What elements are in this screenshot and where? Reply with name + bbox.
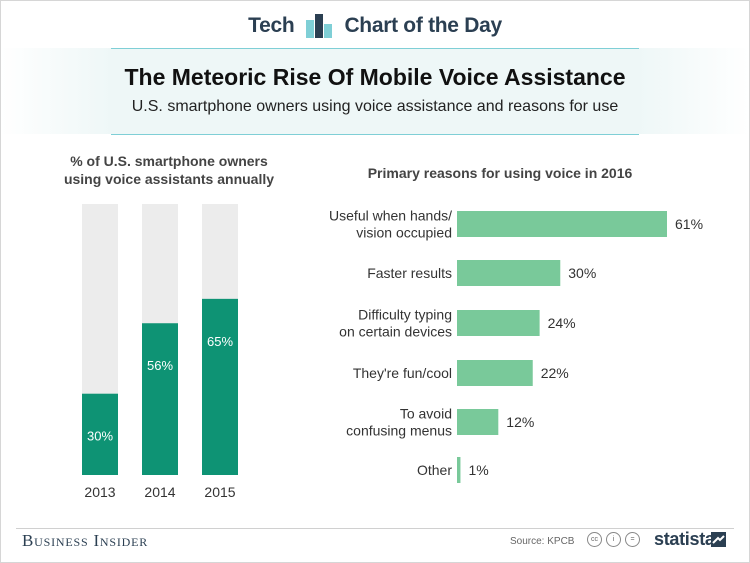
footer-divider [16, 528, 734, 529]
no-derivatives-icon: = [625, 532, 640, 547]
x-tick-label: 2013 [84, 484, 115, 500]
bar [457, 211, 667, 237]
right-bar-chart: 61% Useful when hands/vision occupied 30% F… [329, 208, 703, 483]
y-tick-label: confusing menus [346, 423, 452, 439]
chart-logo-icon [306, 14, 333, 38]
brand-tech-label: Tech [248, 14, 295, 37]
left-bar-chart: 30% 2013 56% 2014 65% 2015 [82, 204, 238, 500]
bar [82, 393, 118, 475]
top-divider [111, 48, 639, 49]
bar [457, 310, 540, 336]
y-tick-label: Faster results [367, 265, 452, 281]
chart-title: The Meteoric Rise Of Mobile Voice Assist… [124, 64, 626, 90]
y-tick-label: Other [417, 462, 452, 478]
left-chart-heading: % of U.S. smartphone owners using voice … [40, 152, 298, 188]
license-icons: cc i = [587, 532, 640, 547]
cc-icon: cc [587, 532, 602, 547]
bottom-divider [111, 134, 639, 135]
bar-value-label: 24% [548, 315, 576, 331]
statista-logo: statista [654, 529, 715, 549]
bar [457, 457, 461, 483]
bar [457, 360, 533, 386]
attribution-icon: i [606, 532, 621, 547]
brand-header: Tech Chart of the Day [0, 14, 750, 42]
statista-mark-icon [711, 532, 726, 547]
x-tick-label: 2014 [144, 484, 175, 500]
bar [202, 298, 238, 475]
bar-value-label: 56% [147, 358, 173, 373]
chart-subtitle: U.S. smartphone owners using voice assis… [131, 98, 619, 115]
bar [457, 260, 561, 286]
bar [142, 323, 178, 475]
y-tick-label: vision occupied [356, 225, 452, 241]
bar-value-label: 61% [675, 216, 703, 232]
y-tick-label: on certain devices [339, 324, 452, 340]
bar-value-label: 30% [87, 429, 113, 444]
left-heading-line-1: % of U.S. smartphone owners [70, 153, 268, 169]
left-heading-line-2: using voice assistants annually [63, 171, 275, 187]
bar [457, 409, 499, 435]
title-panel [0, 48, 750, 134]
y-tick-label: Difficulty typing [358, 307, 452, 323]
source-note: Source: KPCB [510, 536, 575, 547]
business-insider-logo: Business Insider [22, 531, 149, 550]
y-tick-label: They're fun/cool [353, 365, 452, 381]
bar-value-label: 12% [506, 414, 534, 430]
y-tick-label: To avoid [400, 406, 452, 422]
bar-value-label: 30% [568, 265, 596, 281]
bar-value-label: 22% [541, 365, 569, 381]
bar-value-label: 65% [207, 334, 233, 349]
bar-value-label: 1% [468, 462, 488, 478]
right-chart-heading: Primary reasons for using voice in 2016 [367, 165, 633, 181]
brand-chart-of-the-day-label: Chart of the Day [344, 14, 502, 37]
y-tick-label: Useful when hands/ [329, 208, 452, 224]
x-tick-label: 2015 [204, 484, 235, 500]
